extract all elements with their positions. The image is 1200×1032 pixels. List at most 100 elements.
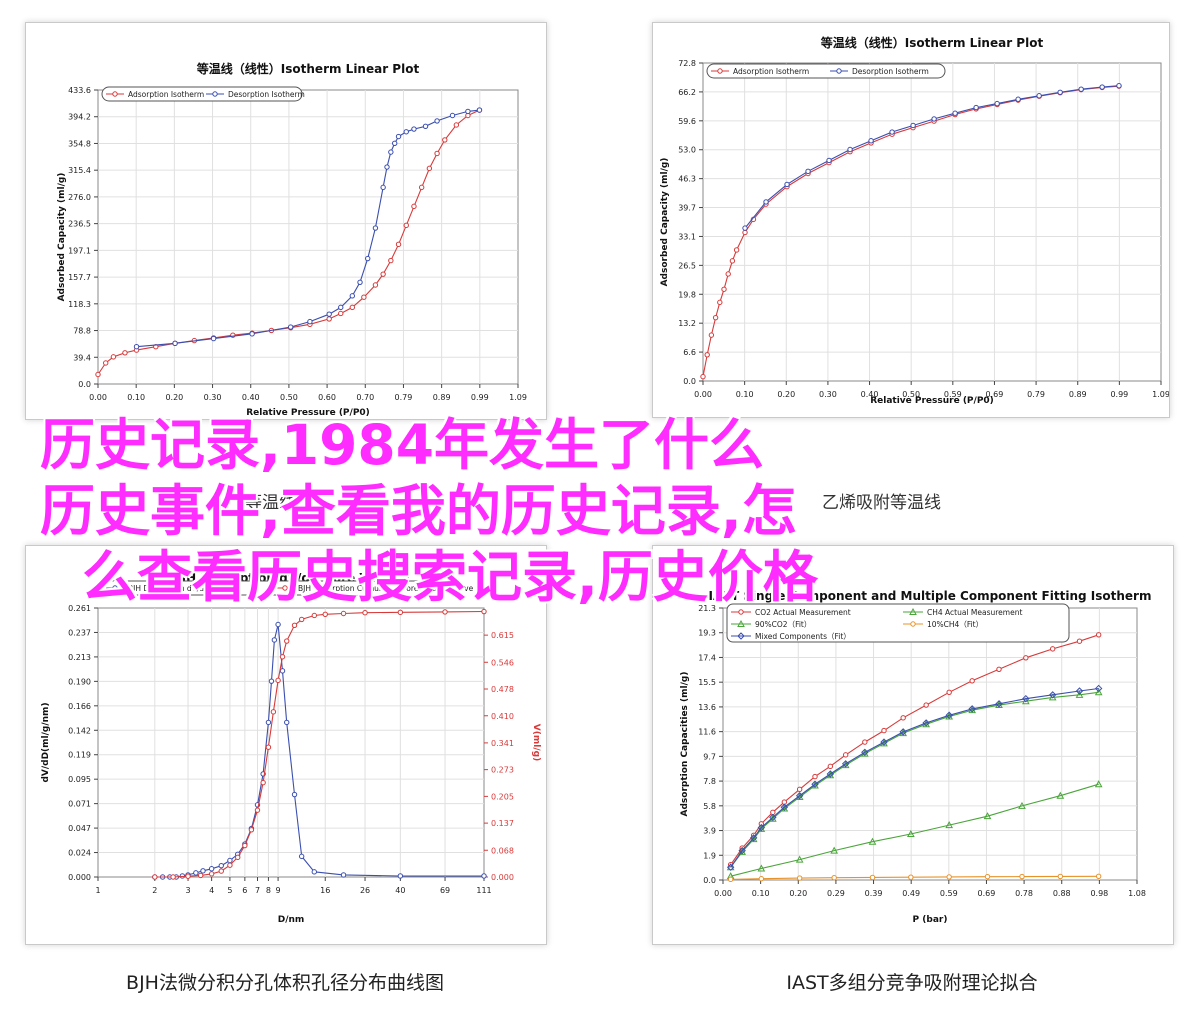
legend-label: BJH Desorption dV/dD (128, 584, 210, 593)
data-point (1094, 780, 1103, 788)
legend-marker (282, 585, 288, 591)
data-point (769, 813, 777, 822)
x-tick-label: 0.50 (280, 393, 298, 402)
data-point (279, 654, 286, 660)
data-point (996, 666, 1002, 672)
data-point (284, 638, 290, 644)
y-tick-label: 433.6 (68, 86, 91, 95)
chart-panel-top-right: 等温线（线性）Isotherm Linear Plot 0.0 6.6 13.2 19.… (652, 22, 1170, 418)
x-tick-label: 7 (255, 886, 260, 895)
data-point (1076, 638, 1083, 644)
x-tick-label: 1.09 (1152, 390, 1169, 399)
x-tick-label: 0.39 (865, 889, 883, 898)
data-point (197, 872, 204, 879)
data-point (453, 122, 460, 128)
y-tick-label: 39.4 (73, 353, 91, 362)
x-tick-label: 40 (395, 886, 405, 895)
legend-label: Adsorption Isotherm (733, 67, 809, 76)
data-point (908, 874, 914, 880)
legend-label: Mixed Components（Fit） (755, 632, 851, 641)
y-axis-label: Adsorbed Capacity (ml/g) (660, 158, 670, 287)
chart-iast: IAST Single Component and Multiple Compo… (680, 589, 1151, 925)
plot-area (702, 62, 1162, 382)
x-tick-label: 0.99 (471, 393, 489, 402)
y2-axis-label: V(ml/g) (531, 724, 541, 761)
data-point (1075, 690, 1084, 698)
chart-isotherm-left: 等温线（线性）Isotherm Linear Plot 0.0 39.4 78.8 11… (57, 61, 527, 418)
x-tick-label: 0.79 (1027, 390, 1045, 399)
data-point (826, 770, 835, 778)
data-point (481, 873, 487, 879)
x-tick-label: 2 (152, 886, 157, 895)
data-point (727, 876, 734, 883)
x-tick-label: 26 (360, 886, 370, 895)
y-tick-label: 0.166 (68, 702, 91, 711)
data-point (170, 874, 176, 880)
data-point (1095, 873, 1102, 879)
y-tick-label: 0.024 (68, 849, 91, 858)
y-tick-label: 315.4 (68, 166, 91, 175)
data-point (1094, 684, 1103, 693)
x-tick-label: 16 (320, 886, 330, 895)
data-point (279, 668, 286, 674)
data-point (700, 373, 706, 380)
data-point (906, 829, 915, 838)
x-tick-label: 0.59 (940, 889, 958, 898)
x-axis-label: Relative Pressure (P/P0) (246, 408, 370, 418)
y2-tick-label: 0.478 (491, 685, 514, 694)
series-line-4 (730, 783, 1099, 877)
y2-tick-label: 0.068 (491, 846, 514, 855)
data-point (868, 138, 874, 144)
data-point (210, 335, 217, 342)
data-point (984, 873, 991, 880)
data-point (395, 241, 402, 248)
data-point (842, 752, 849, 758)
x-tick-label: 0.10 (127, 393, 145, 402)
data-point (795, 855, 804, 863)
y-tick-label: 0.237 (68, 628, 91, 637)
data-point (847, 146, 853, 153)
data-point (742, 225, 748, 231)
data-point (725, 271, 731, 277)
x-tick-label: 0.10 (752, 889, 770, 898)
data-point (1018, 801, 1026, 809)
x-axis-label: P (bar) (913, 915, 948, 925)
y2-tick-label: 0.000 (491, 873, 514, 882)
data-point (945, 821, 954, 829)
x-tick-label: 0.88 (1053, 889, 1071, 898)
data-point (796, 875, 803, 881)
y-tick-label: 3.9 (703, 827, 716, 836)
data-point (861, 748, 869, 757)
plot-area (97, 607, 485, 878)
data-point (254, 807, 261, 813)
legend-marker (112, 91, 118, 97)
data-point (1095, 632, 1102, 638)
data-point (1022, 694, 1030, 703)
x-tick-label: 0.30 (819, 390, 837, 399)
y2-tick-label: 0.341 (491, 739, 514, 748)
chart-bjh: BJH Desorption dV/dD Pore Volume0.0000.0… (41, 571, 541, 925)
y-tick-label: 9.7 (703, 752, 716, 761)
data-point (249, 331, 255, 337)
data-point (397, 873, 404, 879)
data-point (384, 164, 390, 170)
x-tick-label: 1.09 (509, 393, 527, 402)
series-line-2 (730, 691, 1099, 868)
data-point (422, 123, 429, 130)
data-point (969, 678, 975, 684)
y-axis-label: dV/dD(ml/g/nm) (41, 702, 51, 782)
data-point (931, 116, 937, 122)
data-point (411, 126, 417, 132)
x-tick-label: 0.00 (714, 889, 732, 898)
data-point (757, 823, 766, 832)
data-point (780, 803, 789, 811)
data-point (733, 247, 740, 253)
data-point (784, 181, 790, 188)
y-tick-label: 6.6 (683, 348, 696, 357)
data-point (922, 719, 930, 727)
x-tick-label: 0.40 (242, 393, 260, 402)
data-point (1021, 697, 1030, 705)
chart-title: 等温线（线性）Isotherm Linear Plot (820, 35, 1044, 50)
y-axis-label: Adsorption Capacities (ml/g) (680, 672, 690, 817)
y-tick-label: 13.2 (678, 319, 696, 328)
